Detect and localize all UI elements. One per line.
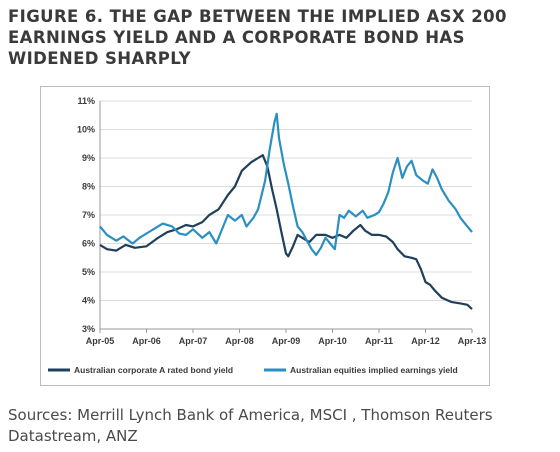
x-tick-label: Apr-06 bbox=[132, 336, 161, 346]
y-tick-label: 11% bbox=[77, 96, 95, 106]
y-tick-label: 3% bbox=[82, 324, 95, 334]
legend-label-2: Australian equities implied earnings yie… bbox=[290, 365, 458, 375]
x-axis-tick-labels: Apr-05 Apr-06 Apr-07 Apr-08 Apr-09 Apr-10 Apr-… bbox=[86, 336, 487, 346]
figure-title: FIGURE 6. THE GAP BETWEEN THE IMPLIED AS… bbox=[8, 7, 507, 68]
y-tick-label: 10% bbox=[77, 125, 95, 135]
series-line-1 bbox=[99, 154, 473, 310]
series-line-2 bbox=[99, 112, 473, 256]
legend-label-1: Australian corporate A rated bond yield bbox=[74, 365, 233, 375]
y-axis-tick-labels: 3% 4% 5% 6% 7% 8% 9% 10% 11% bbox=[77, 96, 95, 334]
y-tick-label: 6% bbox=[82, 239, 95, 249]
legend: Australian corporate A rated bond yield A… bbox=[48, 365, 458, 375]
y-tick-label: 7% bbox=[82, 210, 95, 220]
x-tick-label: Apr-10 bbox=[318, 336, 347, 346]
x-tick-label: Apr-09 bbox=[272, 336, 301, 346]
x-tick-label: Apr-13 bbox=[458, 336, 487, 346]
x-tick-label: Apr-11 bbox=[365, 336, 393, 346]
x-tick-label: Apr-07 bbox=[179, 336, 208, 346]
x-tick-label: Apr-05 bbox=[86, 336, 115, 346]
y-tick-label: 4% bbox=[82, 296, 95, 306]
series-lines bbox=[99, 112, 473, 310]
y-tick-label: 9% bbox=[82, 153, 95, 163]
x-tick-label: Apr-12 bbox=[411, 336, 440, 346]
line-chart: 3%4%5%6%7%8%9%10%11% Apr-05 Apr-06 Apr-07 A… bbox=[48, 96, 487, 375]
y-tick-label: 8% bbox=[82, 182, 95, 192]
x-tick-label: Apr-08 bbox=[225, 336, 254, 346]
chart-frame bbox=[40, 86, 490, 386]
axes bbox=[99, 101, 473, 333]
y-tick-label: 5% bbox=[82, 267, 95, 277]
source-note: Sources: Merrill Lynch Bank of America, … bbox=[8, 406, 493, 445]
grid-lines bbox=[100, 100, 472, 301]
